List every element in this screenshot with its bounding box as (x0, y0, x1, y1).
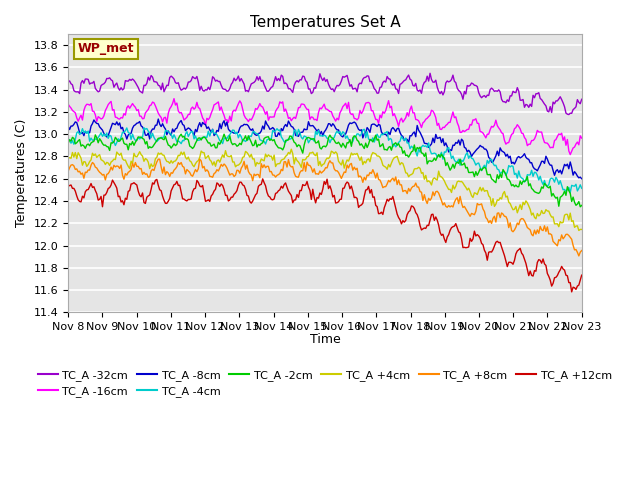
TC_A -8cm (550, 172, 558, 178)
X-axis label: Time: Time (310, 334, 340, 347)
TC_A -2cm (127, 142, 135, 148)
TC_A +12cm (127, 181, 135, 187)
Line: TC_A -4cm: TC_A -4cm (68, 128, 582, 192)
TC_A -32cm (234, 73, 242, 79)
TC_A +8cm (291, 170, 298, 176)
TC_A -4cm (64, 136, 72, 142)
TC_A -4cm (566, 190, 574, 195)
TC_A -16cm (244, 119, 252, 124)
TC_A +4cm (64, 156, 72, 161)
TC_A -32cm (565, 112, 573, 118)
TC_A -8cm (291, 127, 298, 132)
TC_A -16cm (236, 98, 244, 104)
TC_A +12cm (243, 192, 251, 198)
TC_A +4cm (243, 150, 251, 156)
TC_A -16cm (566, 152, 574, 157)
TC_A -32cm (243, 87, 251, 93)
TC_A +12cm (234, 182, 242, 188)
TC_A +12cm (291, 197, 298, 203)
TC_A +4cm (287, 146, 295, 152)
Line: TC_A -32cm: TC_A -32cm (68, 73, 582, 115)
TC_A -2cm (64, 141, 72, 146)
TC_A +4cm (550, 221, 558, 227)
Y-axis label: Temperatures (C): Temperatures (C) (15, 119, 28, 228)
TC_A -32cm (127, 77, 135, 83)
TC_A +8cm (64, 168, 72, 174)
Line: TC_A +8cm: TC_A +8cm (68, 159, 582, 256)
TC_A +8cm (575, 253, 582, 259)
TC_A -2cm (236, 140, 244, 146)
TC_A -4cm (127, 136, 135, 142)
Line: TC_A +4cm: TC_A +4cm (68, 149, 582, 230)
Line: TC_A +12cm: TC_A +12cm (68, 179, 582, 292)
TC_A -32cm (550, 101, 558, 107)
TC_A -16cm (550, 138, 558, 144)
TC_A +4cm (291, 161, 298, 167)
TC_A -4cm (236, 132, 244, 137)
TC_A -16cm (170, 96, 178, 101)
TC_A -2cm (218, 139, 225, 144)
TC_A -32cm (218, 83, 225, 88)
TC_A +12cm (259, 176, 266, 182)
TC_A +4cm (575, 228, 582, 233)
Text: WP_met: WP_met (77, 42, 134, 55)
TC_A -4cm (244, 137, 252, 143)
TC_A +4cm (234, 162, 242, 168)
TC_A +8cm (127, 167, 135, 172)
TC_A -8cm (127, 131, 135, 136)
TC_A +8cm (196, 156, 204, 162)
Legend: TC_A -32cm, TC_A -16cm, TC_A -8cm, TC_A -4cm, TC_A -2cm, TC_A +4cm, TC_A +8cm, T: TC_A -32cm, TC_A -16cm, TC_A -8cm, TC_A … (34, 365, 616, 401)
TC_A -4cm (578, 185, 586, 191)
TC_A -16cm (578, 135, 586, 141)
TC_A -16cm (219, 109, 227, 115)
TC_A +12cm (64, 183, 72, 189)
TC_A -16cm (127, 103, 135, 109)
TC_A -32cm (426, 71, 434, 76)
TC_A -2cm (291, 139, 298, 145)
TC_A +12cm (568, 289, 575, 295)
TC_A +8cm (244, 168, 252, 174)
TC_A -4cm (140, 125, 148, 131)
TC_A +12cm (578, 272, 586, 278)
Line: TC_A -16cm: TC_A -16cm (68, 98, 582, 155)
TC_A -32cm (578, 96, 586, 102)
TC_A -2cm (577, 204, 584, 210)
TC_A -16cm (291, 114, 298, 120)
TC_A -8cm (154, 116, 162, 122)
TC_A -8cm (219, 120, 227, 126)
TC_A +8cm (550, 240, 558, 246)
TC_A -8cm (64, 123, 72, 129)
TC_A -4cm (550, 179, 558, 185)
TC_A +12cm (550, 275, 558, 281)
Line: TC_A -8cm: TC_A -8cm (68, 119, 582, 179)
TC_A -2cm (578, 203, 586, 208)
TC_A +8cm (578, 248, 586, 253)
TC_A -2cm (220, 132, 228, 137)
TC_A +8cm (219, 163, 227, 169)
TC_A -4cm (219, 141, 227, 146)
TC_A +4cm (127, 158, 135, 164)
TC_A -2cm (550, 193, 558, 199)
TC_A +4cm (218, 156, 225, 161)
Title: Temperatures Set A: Temperatures Set A (250, 15, 400, 30)
TC_A -32cm (64, 79, 72, 84)
TC_A +8cm (236, 170, 244, 176)
Line: TC_A -2cm: TC_A -2cm (68, 134, 582, 207)
TC_A -8cm (236, 125, 244, 131)
TC_A -16cm (64, 101, 72, 107)
TC_A +12cm (218, 181, 225, 187)
TC_A -2cm (244, 133, 252, 139)
TC_A -4cm (291, 128, 298, 133)
TC_A -8cm (244, 123, 252, 129)
TC_A -8cm (578, 176, 586, 181)
TC_A -32cm (289, 89, 296, 95)
TC_A +4cm (578, 227, 586, 232)
